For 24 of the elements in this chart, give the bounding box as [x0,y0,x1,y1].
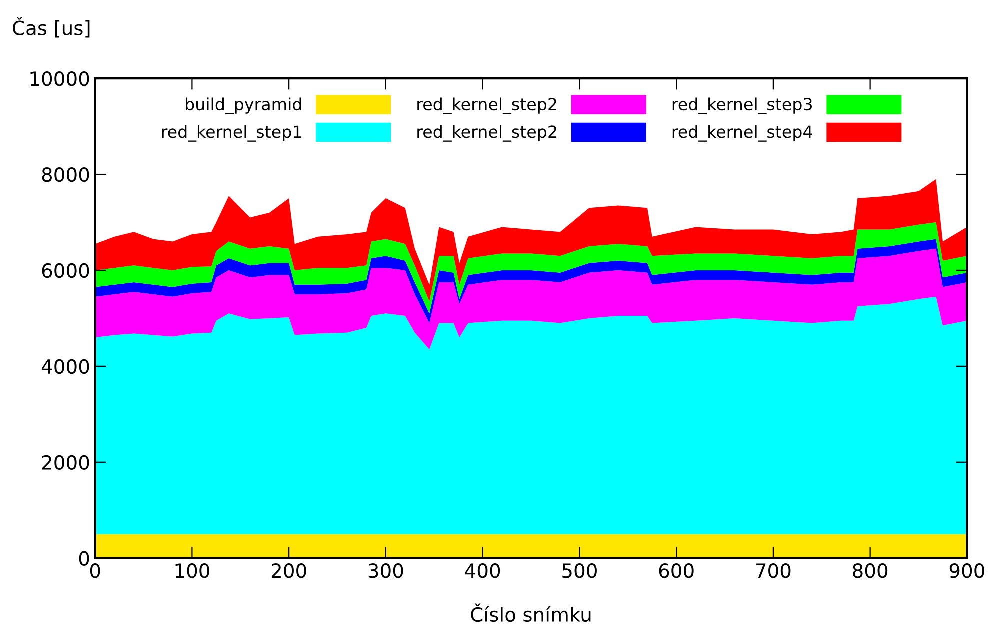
x-tick-label: 600 [659,564,694,578]
legend-label: red_kernel_step2 [418,98,556,114]
x-tick-label: 200 [272,564,306,578]
legend-label: red_kernel_step4 [672,125,812,142]
x-tick-label: 500 [562,564,597,578]
y-tick-label: 6000 [42,263,90,278]
x-tick-label: 0 [90,564,100,578]
y-tick-label: 10000 [30,72,90,86]
legend-label: red_kernel_step2 [418,125,556,142]
x-tick-label: 300 [368,564,404,578]
y-tick-label: 8000 [42,167,90,182]
legend-label: red_kernel_step3 [672,98,812,114]
x-tick-label: 100 [176,564,210,578]
legend-label: red_kernel_step1 [162,125,302,142]
x-tick-label: 700 [756,564,791,578]
y-tick-label: 0 [79,551,90,566]
x-tick-label: 900 [950,564,984,578]
y-axis-title: Čas [us] [13,17,90,38]
y-tick-label: 2000 [42,455,90,470]
x-tick-label: 400 [465,564,500,578]
x-tick-label: 800 [853,564,888,578]
y-tick-label: 4000 [42,359,90,374]
x-axis-title: Číslo snímku [471,604,591,622]
legend-label: build_pyramid [186,98,302,114]
